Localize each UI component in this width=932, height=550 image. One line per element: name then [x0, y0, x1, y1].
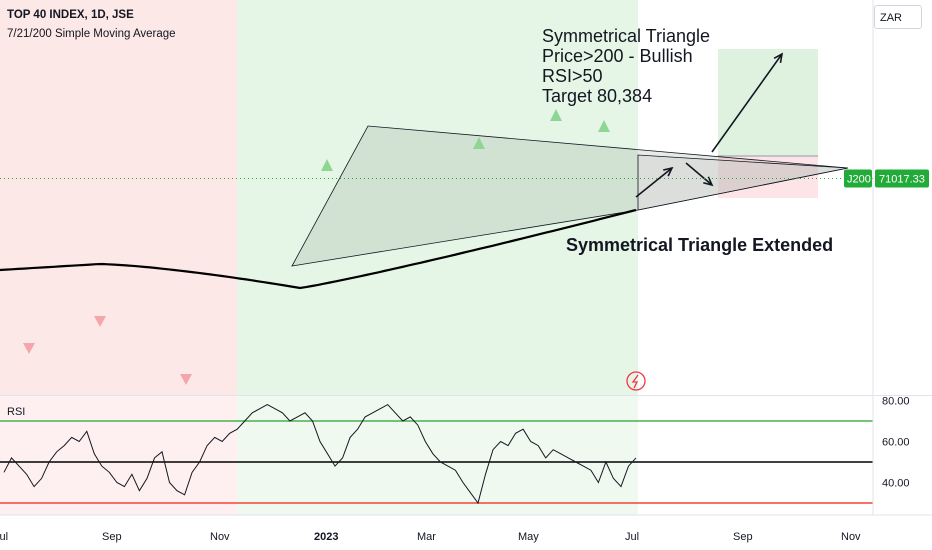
annotation-line-2: Price>200 - Bullish	[542, 46, 693, 66]
symbol-tag	[844, 169, 872, 188]
rsi-line	[3, 403, 637, 505]
rsi-pane-bg	[0, 396, 873, 515]
buy-signal-marker	[473, 137, 485, 149]
lightning-icon	[631, 374, 639, 389]
target-profit-zone	[718, 49, 818, 156]
x-tick-label: 2023	[314, 531, 338, 543]
triangle-annotation: Symmetrical Triangle Price>200 - Bullish…	[542, 26, 710, 106]
x-tick-label: Nov	[841, 531, 861, 543]
x-tick-label: Nov	[210, 531, 230, 543]
bearish-regime-bg	[0, 0, 237, 515]
indicator-legend: 7/21/200 Simple Moving Average	[7, 28, 176, 40]
projection-arrow-2	[685, 162, 713, 186]
buy-signal-marker	[321, 159, 333, 171]
sell-signal-marker	[94, 316, 106, 327]
triangle-extended-annotation: Symmetrical Triangle Extended	[566, 235, 834, 255]
projection-arrow-1	[635, 167, 673, 198]
x-tick-label: Sep	[733, 531, 753, 543]
sell-signal-marker	[180, 374, 192, 385]
alert-icon[interactable]	[626, 371, 646, 391]
symbol-tag-label: J200	[847, 174, 871, 186]
x-tick-label: Jul	[625, 531, 639, 543]
price-label	[875, 169, 929, 188]
triangle-extension	[637, 154, 849, 211]
x-tick-label: May	[518, 531, 539, 543]
rsi-tick-label: 60.00	[882, 437, 910, 449]
projection-arrow-2-head	[703, 176, 714, 187]
annotation-line-4: Target 80,384	[542, 86, 653, 106]
annotation-line-1: Symmetrical Triangle	[542, 26, 711, 46]
x-tick-label: Mar	[417, 531, 436, 543]
currency-selector[interactable]: ZAR	[874, 5, 922, 29]
bullish-regime-bg	[237, 0, 638, 515]
buy-signal-marker	[598, 120, 610, 132]
x-tick-label: Jul	[0, 531, 8, 543]
buy-signal-marker	[550, 109, 562, 121]
pane-divider[interactable]	[0, 395, 932, 396]
x-tick-label: Sep	[102, 531, 122, 543]
annotation-line-3: RSI>50	[542, 66, 603, 86]
projection-arrow-3	[711, 53, 783, 153]
sma200-line	[0, 208, 637, 290]
rsi-tick-label: 80.00	[882, 396, 910, 408]
projection-arrow-3-head	[773, 52, 784, 64]
rsi-tick-label: 40.00	[882, 478, 910, 490]
sell-signal-marker	[23, 343, 35, 354]
projection-arrow-1-head	[663, 166, 674, 177]
price-label-text: 71017.33	[879, 174, 925, 186]
rsi-pane-label: RSI	[7, 406, 26, 418]
chart-title: TOP 40 INDEX, 1D, JSE	[7, 9, 134, 21]
